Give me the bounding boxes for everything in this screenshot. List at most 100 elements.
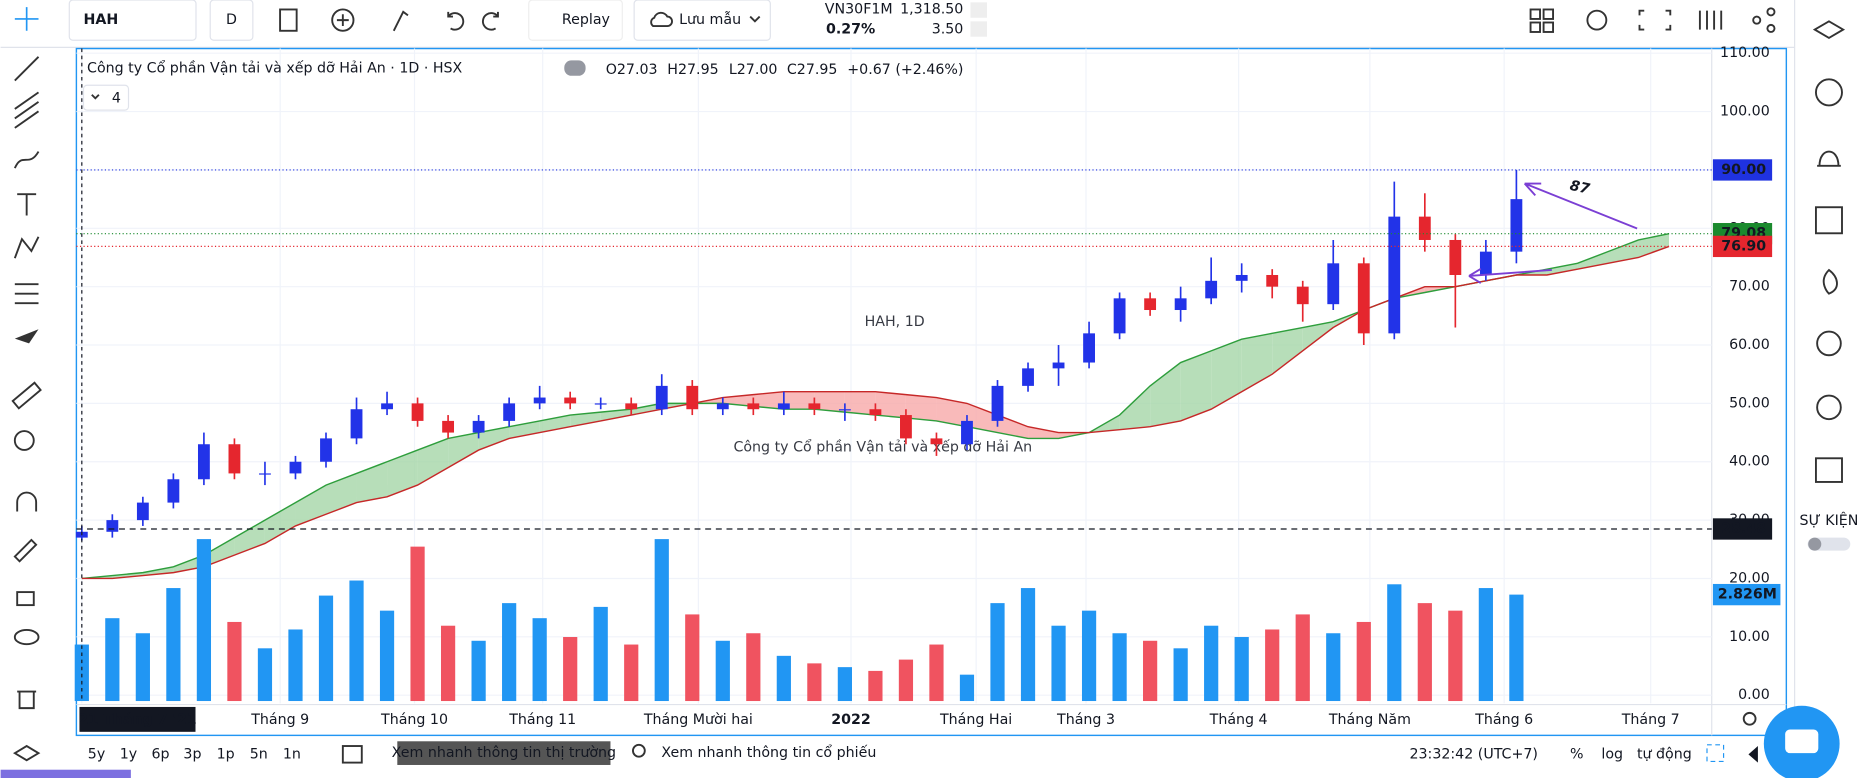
cloud-fill: [966, 403, 998, 433]
edit-ticker[interactable]: [970, 21, 988, 37]
volume-bar: [105, 618, 120, 702]
stock-search[interactable]: Xem nhanh thông tin cổ phiếu: [661, 744, 876, 761]
interval: D: [226, 12, 237, 28]
volume-bar: [135, 633, 150, 702]
range-button[interactable]: 5n: [250, 746, 268, 762]
alert-icon[interactable]: [392, 10, 409, 32]
grid: [76, 48, 1712, 704]
volume-bar: [1112, 633, 1127, 702]
magnet-tool[interactable]: [16, 491, 38, 512]
volume-label: 2.826M: [1718, 587, 1777, 603]
text-tool[interactable]: [17, 193, 37, 216]
cloud-icon: [650, 11, 673, 27]
layout-icon[interactable]: [1529, 21, 1541, 33]
cloud-fill: [387, 450, 418, 497]
range-button[interactable]: 5y: [88, 746, 105, 762]
share-icon[interactable]: [1752, 15, 1762, 25]
price-label-box: [1712, 159, 1773, 181]
range-button[interactable]: 1n: [283, 746, 301, 762]
interval-box[interactable]: [209, 0, 254, 41]
search-icon: [632, 743, 646, 758]
volume-bar: [746, 633, 761, 702]
cloud-line: [81, 245, 1670, 580]
candle-body: [869, 409, 882, 416]
indicator-toggle[interactable]: [82, 84, 130, 111]
replay: Replay: [562, 12, 610, 28]
crosshair-tool[interactable]: [14, 7, 39, 31]
volume-bar: [807, 663, 822, 702]
symbol-box[interactable]: [68, 0, 197, 41]
ruler-tool[interactable]: [11, 381, 42, 410]
log-toggle[interactable]: log: [1601, 746, 1623, 762]
volume-bar: [1020, 588, 1036, 702]
date-range-icon[interactable]: [341, 745, 363, 764]
fit-toggle[interactable]: [1706, 744, 1725, 763]
add-indicator-icon[interactable]: [331, 8, 355, 32]
scroll-left[interactable]: [1748, 746, 1758, 763]
cloud-fill: [936, 397, 967, 427]
candle-body: [1205, 280, 1218, 299]
close-ticker[interactable]: [970, 2, 988, 18]
volume-bar: [257, 648, 273, 702]
candle-body: [1418, 216, 1431, 240]
layout-icon[interactable]: [1542, 8, 1555, 20]
line-tool[interactable]: [14, 56, 40, 82]
cloud-fill: [997, 415, 1029, 439]
range-button[interactable]: 6p: [151, 746, 169, 762]
alerts-icon[interactable]: [1817, 150, 1841, 167]
candle-body: [350, 409, 363, 439]
visibility-tool[interactable]: [13, 629, 40, 646]
x-tick-label: 21 Tháng 7 '21: [78, 712, 196, 728]
brush-tool[interactable]: [13, 151, 40, 169]
news-icon[interactable]: [1814, 78, 1843, 107]
calendar-icon[interactable]: [1814, 457, 1843, 483]
save-box[interactable]: [633, 0, 771, 41]
volume-bar: [1356, 621, 1371, 702]
icon-tool[interactable]: [14, 329, 39, 344]
range-button[interactable]: 3p: [183, 746, 201, 762]
prediction-tool[interactable]: [14, 283, 39, 305]
ticker-name: VN30F1M: [825, 1, 893, 17]
auto-toggle[interactable]: tự động: [1637, 746, 1692, 762]
bottom-tab[interactable]: [0, 769, 131, 778]
lock-draw-tool[interactable]: [13, 538, 38, 563]
watchlist-icon[interactable]: [1812, 20, 1846, 39]
percent-toggle[interactable]: %: [1570, 746, 1584, 762]
layout-icon[interactable]: [1542, 21, 1555, 33]
layers-tool[interactable]: [12, 744, 41, 762]
y-tick-label: 0.00: [1738, 687, 1770, 703]
volume-bar: [1387, 584, 1402, 702]
ideas-icon[interactable]: [1816, 330, 1842, 357]
volume-bar: [898, 659, 914, 702]
cloud-fill: [417, 438, 449, 486]
replay-box[interactable]: [528, 0, 623, 41]
fullscreen-icon[interactable]: [1638, 9, 1672, 31]
fib-tool[interactable]: [14, 91, 40, 129]
range-button[interactable]: 1y: [120, 746, 137, 762]
candle-body: [442, 420, 455, 433]
settings-icon[interactable]: [1816, 394, 1842, 421]
y-tick-label: 40.00: [1729, 454, 1770, 470]
undo-icon[interactable]: [447, 11, 465, 31]
lock-tool[interactable]: [16, 591, 35, 607]
zoom-tool[interactable]: [13, 430, 35, 451]
redo-icon[interactable]: [481, 11, 499, 31]
data-icon[interactable]: [1814, 206, 1843, 235]
candle-icon[interactable]: [279, 8, 298, 32]
market-button[interactable]: [397, 741, 611, 765]
save-layout: Lưu mẫu: [679, 11, 741, 28]
delete-tool[interactable]: [17, 690, 37, 710]
pattern-tool[interactable]: [13, 236, 40, 259]
columns-icon[interactable]: [1698, 10, 1723, 30]
cloud-fill: [905, 394, 937, 421]
volume-bar: [837, 667, 852, 702]
axis-settings[interactable]: [1742, 711, 1757, 726]
legend-toggle[interactable]: [564, 60, 586, 76]
range-button[interactable]: 1p: [217, 746, 235, 762]
chat-icon: [1785, 729, 1819, 754]
layout-icon[interactable]: [1529, 8, 1541, 20]
settings-icon[interactable]: [1586, 9, 1608, 31]
hotlist-icon[interactable]: [1822, 268, 1838, 295]
cloud-fill: [600, 409, 632, 421]
